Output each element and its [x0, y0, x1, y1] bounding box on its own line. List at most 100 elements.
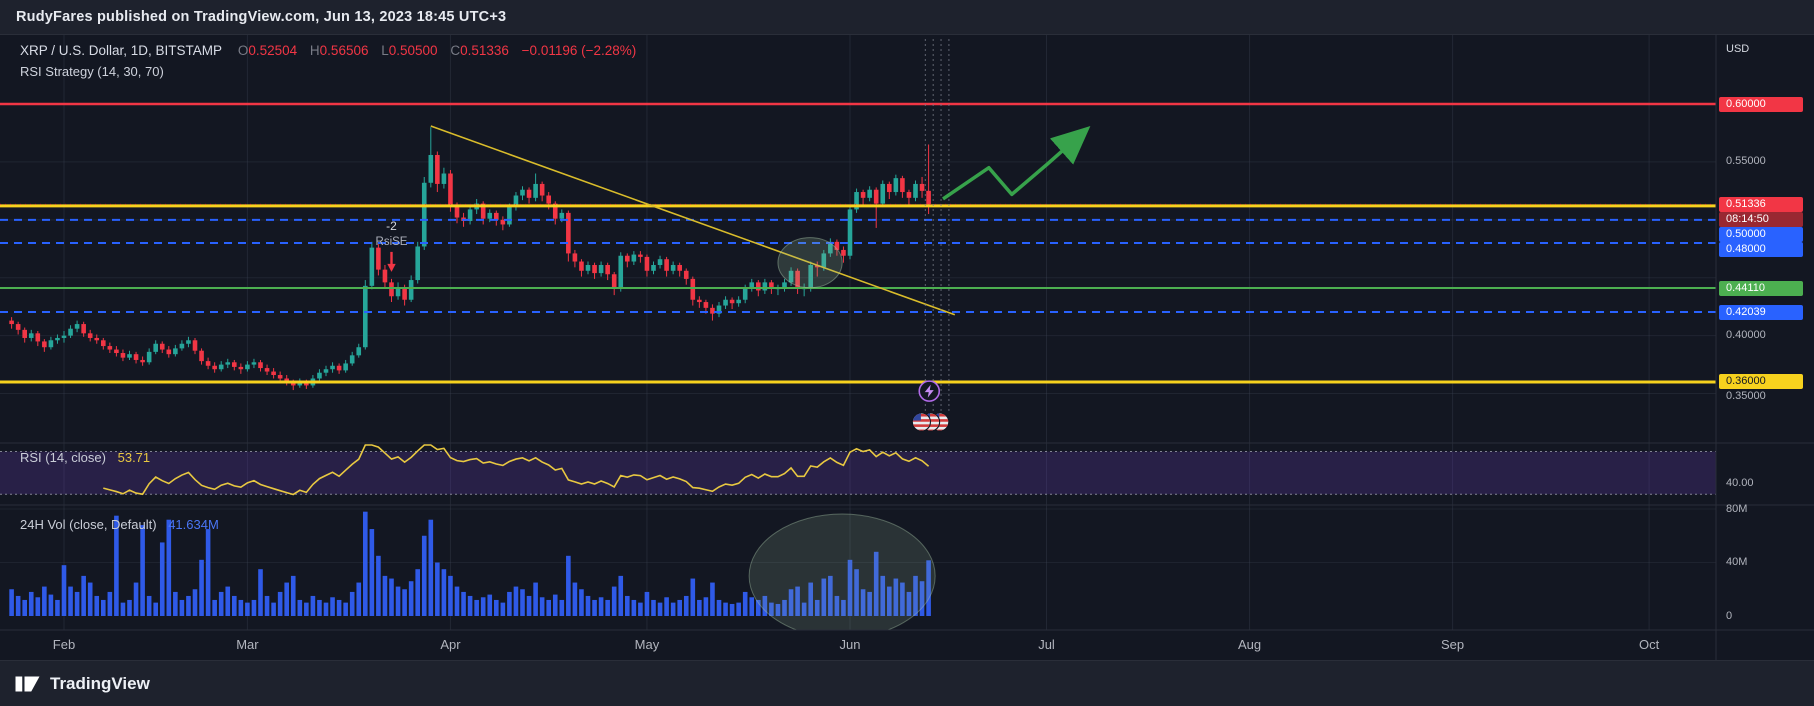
volume-bar — [225, 586, 231, 616]
candle — [435, 151, 440, 193]
candle — [749, 278, 755, 292]
volume-bar — [369, 529, 375, 616]
change-value: −0.01196 (−2.28%) — [521, 43, 637, 58]
candle — [670, 261, 676, 275]
volume-bar — [710, 582, 715, 616]
candle — [513, 192, 519, 211]
volume-bar — [520, 589, 525, 616]
volume-bar — [906, 591, 912, 616]
price-axis-badge: 0.44110 — [1719, 280, 1803, 296]
volume-legend-title[interactable]: 24H Vol (close, Default) — [20, 517, 157, 532]
candle — [199, 348, 204, 365]
volume-bar — [697, 599, 702, 616]
highlight-ellipse-volume[interactable] — [748, 513, 936, 638]
candle — [847, 205, 853, 260]
volume-bar — [205, 529, 211, 616]
candle — [81, 321, 86, 337]
bar-close-countdown: 08:14:50 — [1719, 211, 1803, 227]
volume-bar — [238, 599, 244, 616]
highlight-ellipse-price[interactable] — [777, 237, 843, 289]
volume-bar — [101, 599, 106, 616]
volume-bar — [81, 575, 86, 616]
volume-bar — [539, 597, 545, 616]
strategy-legend[interactable]: RSI Strategy (14, 30, 70) — [20, 64, 164, 79]
time-axis-label[interactable]: Sep — [1441, 637, 1464, 652]
volume-bar — [343, 602, 348, 616]
projection-arrow[interactable] — [942, 126, 1091, 201]
volume-bar — [61, 565, 67, 616]
candle — [651, 261, 656, 275]
candle — [723, 296, 728, 310]
volume-bar — [395, 586, 401, 616]
time-axis-label[interactable]: Aug — [1238, 637, 1261, 652]
volume-bar — [566, 555, 571, 616]
volume-bar — [166, 519, 172, 616]
volume-bar — [68, 586, 73, 616]
volume-bar — [35, 597, 41, 616]
volume-bar — [421, 535, 427, 616]
time-axis-label[interactable]: Feb — [53, 637, 75, 652]
time-axis-label[interactable]: Jun — [840, 637, 861, 652]
symbol-legend: XRP / U.S. Dollar, 1D, BITSTAMP O0.52504… — [20, 40, 636, 82]
volume-bar — [173, 591, 178, 616]
volume-bar — [919, 581, 925, 616]
volume-bar — [638, 602, 643, 616]
candle — [258, 359, 263, 372]
symbol-title[interactable]: XRP / U.S. Dollar, 1D, BITSTAMP — [20, 43, 223, 58]
volume-bar — [310, 595, 316, 616]
volume-bar — [847, 559, 853, 616]
time-axis-label[interactable]: May — [635, 637, 660, 652]
candle — [657, 255, 663, 269]
tradingview-brand[interactable]: TradingView — [50, 673, 150, 693]
time-axis-label[interactable]: Oct — [1639, 637, 1660, 652]
high-value: 0.56506 — [319, 43, 369, 58]
volume-bar — [304, 602, 309, 616]
ohlc-high: H0.56506 — [310, 43, 369, 58]
volume-bar — [435, 562, 440, 616]
volume-bar — [683, 595, 689, 616]
candle — [153, 340, 158, 355]
candle — [421, 176, 427, 250]
volume-bar — [284, 582, 289, 616]
candle — [775, 284, 781, 296]
volume-bar — [775, 603, 781, 616]
tradingview-logo-icon[interactable] — [14, 673, 41, 695]
candle — [336, 363, 342, 374]
volume-bar — [415, 569, 420, 616]
volume-bar — [808, 582, 813, 616]
candle — [245, 361, 250, 372]
volume-bar — [323, 602, 329, 616]
candle — [611, 271, 617, 296]
volume-bar — [592, 599, 597, 616]
volume-bar — [408, 581, 414, 616]
candle — [808, 261, 813, 292]
volume-bar — [749, 597, 755, 616]
price-scale[interactable]: USD 0.60000 0.55000 0.51336 08:14:50 0.50000 0… — [1717, 0, 1813, 660]
volume-bar — [55, 599, 60, 616]
rsi-legend-title[interactable]: RSI (14, close) — [20, 450, 106, 465]
candle — [683, 268, 689, 285]
candle — [330, 362, 335, 373]
volume-bar — [42, 586, 47, 616]
candle — [87, 329, 93, 342]
candle — [415, 241, 420, 284]
volume-bar — [159, 542, 165, 616]
candle — [114, 346, 119, 357]
candle — [205, 357, 211, 370]
candle — [841, 246, 846, 263]
volume-bar — [795, 586, 800, 616]
candle — [271, 368, 276, 379]
event-flash-icon[interactable] — [918, 380, 941, 402]
candle — [428, 127, 434, 188]
volume-bar — [264, 595, 270, 616]
time-axis-label[interactable]: Mar — [236, 637, 259, 652]
time-axis-label[interactable]: Jul — [1038, 637, 1055, 652]
economic-event-flag-icon[interactable] — [911, 412, 931, 432]
volume-bar — [494, 599, 499, 616]
time-axis-label[interactable]: Apr — [440, 637, 461, 652]
trendline[interactable] — [430, 125, 956, 316]
volume-bar — [880, 575, 886, 616]
candle — [854, 188, 859, 213]
candle — [159, 341, 165, 354]
